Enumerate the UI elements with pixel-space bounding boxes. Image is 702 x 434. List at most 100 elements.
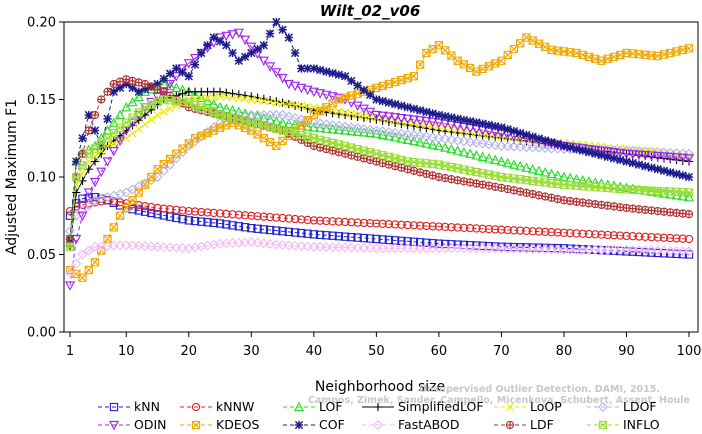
- series-point-ldf: [134, 78, 143, 87]
- series-point-ldof: [127, 184, 138, 195]
- series-point-inflo: [134, 108, 143, 117]
- series-point-cof: [678, 171, 687, 180]
- series-point-fastabod: [158, 242, 169, 253]
- series-point-inflo: [528, 176, 537, 186]
- series-point-fastabod: [77, 249, 88, 260]
- series-point-lof: [202, 95, 213, 106]
- series-point-loop: [222, 93, 231, 102]
- series-point-simplifiedlof: [178, 89, 187, 98]
- series-point-knnw: [553, 228, 562, 237]
- series-point-ldof: [490, 140, 501, 151]
- series-point-knn: [240, 223, 250, 232]
- series-point-ldof: [358, 123, 369, 134]
- legend-marker-knnw: [191, 402, 201, 412]
- series-point-fastabod: [71, 258, 82, 269]
- series-point-ldof: [315, 118, 326, 129]
- series-point-knnw: [378, 219, 387, 228]
- series-point-knnw: [441, 222, 450, 232]
- x-tick-label: 70: [493, 344, 510, 359]
- series-point-knn: [422, 238, 431, 247]
- series-point-knn: [678, 250, 687, 259]
- legend-label-odin: ODIN: [134, 417, 167, 432]
- series-point-inflo: [115, 123, 125, 133]
- series-point-simplifiedlof: [222, 88, 231, 97]
- series-point-kdeos: [90, 258, 100, 267]
- series-point-lof: [571, 173, 582, 184]
- series-point-simplifiedlof: [265, 96, 275, 105]
- series-point-odin: [108, 147, 119, 157]
- y-tick-label: 0.20: [27, 16, 56, 31]
- series-point-odin: [71, 234, 82, 245]
- series-point-odin: [152, 92, 163, 103]
- series-point-knn: [340, 232, 350, 241]
- series-point-ldof: [452, 135, 463, 146]
- series-point-lof: [415, 137, 426, 147]
- series-cof: [65, 17, 694, 244]
- series-point-ldf: [422, 169, 431, 179]
- series-point-fastabod: [321, 242, 332, 253]
- series-point-knnw: [466, 223, 475, 233]
- series-point-lof: [546, 168, 557, 179]
- series-point-cof: [528, 132, 537, 141]
- series-point-knnw: [147, 202, 156, 212]
- series-point-ldof: [471, 137, 482, 148]
- series-point-lof: [352, 126, 363, 136]
- series-point-knn: [472, 241, 481, 250]
- series-point-fastabod: [352, 242, 363, 253]
- series-point-odin: [596, 146, 607, 156]
- series-point-knnw: [628, 232, 637, 241]
- series-point-cof: [347, 76, 356, 86]
- series-point-knnw: [603, 230, 612, 240]
- series-point-knnw: [678, 234, 687, 243]
- legend-item-knnw: kNNW: [180, 399, 254, 414]
- series-point-lof: [340, 125, 351, 135]
- series-point-knn: [466, 241, 475, 250]
- series-point-knn: [197, 217, 206, 226]
- series-point-odin: [421, 117, 432, 127]
- series-point-odin: [233, 28, 244, 39]
- series-inflo: [65, 95, 694, 251]
- series-point-ldof: [427, 132, 438, 143]
- series-point-odin: [602, 147, 613, 157]
- series-point-lof: [377, 129, 388, 139]
- series-point-loop: [359, 111, 368, 120]
- series-point-lof: [227, 105, 238, 115]
- series-point-loop: [241, 94, 250, 103]
- series-point-simplifiedlof: [215, 87, 225, 96]
- series-point-cof: [541, 136, 550, 145]
- x-axis: 1 10 20 30 40 50 60 70 80 90 100: [66, 332, 701, 359]
- series-point-odin: [83, 188, 94, 198]
- y-axis-label: Adjusted Maximum F1: [4, 99, 20, 255]
- series-point-odin: [165, 79, 176, 90]
- series-point-cof: [591, 149, 600, 158]
- series-point-knn: [322, 231, 331, 240]
- series-point-ldof: [290, 113, 301, 124]
- series-point-fastabod: [652, 245, 663, 256]
- series-point-knn: [328, 231, 337, 240]
- series-point-lof: [427, 139, 438, 149]
- series-point-loop: [234, 94, 243, 103]
- series-point-knnw: [284, 214, 293, 223]
- series-point-knnw: [140, 201, 150, 211]
- series-point-loop: [159, 107, 168, 116]
- watermark-line-1: Unsupervised Outlier Detection. DAMI, 20…: [419, 384, 660, 395]
- series-point-lof: [433, 140, 444, 151]
- series-point-ldf: [65, 234, 75, 244]
- series-point-ldof: [477, 138, 488, 149]
- series-point-cof: [634, 160, 644, 169]
- legend-label-simplifiedlof: SimplifiedLOF: [398, 399, 484, 414]
- series-point-knnw: [359, 218, 369, 228]
- series-point-ldf: [409, 166, 419, 175]
- series-point-cof: [509, 126, 519, 136]
- series-point-cof: [209, 33, 218, 42]
- plot-series: [64, 17, 695, 291]
- series-point-knnw: [253, 212, 262, 221]
- series-point-ldof: [652, 147, 663, 158]
- series-point-lof: [496, 156, 507, 166]
- series-point-knn: [172, 213, 181, 223]
- series-point-knnw: [422, 221, 431, 231]
- series-point-fastabod: [258, 238, 269, 249]
- series-point-ldof: [540, 143, 551, 154]
- series-point-knn: [478, 241, 487, 250]
- series-point-knnw: [234, 210, 243, 219]
